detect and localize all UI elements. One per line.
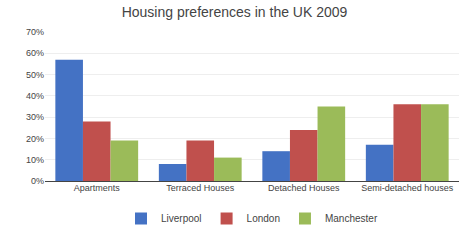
- svg-text:Housing preferences in the UK: Housing preferences in the UK 2009: [122, 4, 348, 20]
- svg-text:Apartments: Apartments: [74, 183, 121, 193]
- svg-text:70%: 70%: [26, 27, 44, 37]
- svg-text:Detached Houses: Detached Houses: [268, 183, 340, 193]
- svg-text:Semi-detached houses: Semi-detached houses: [361, 183, 454, 193]
- svg-text:50%: 50%: [26, 70, 44, 80]
- svg-text:30%: 30%: [26, 112, 44, 122]
- svg-text:0%: 0%: [31, 176, 44, 186]
- svg-text:20%: 20%: [26, 134, 44, 144]
- svg-text:London: London: [247, 213, 280, 224]
- svg-text:60%: 60%: [26, 48, 44, 58]
- svg-text:Terraced Houses: Terraced Houses: [166, 183, 235, 193]
- svg-text:Liverpool: Liverpool: [161, 213, 202, 224]
- svg-text:40%: 40%: [26, 91, 44, 101]
- svg-text:Manchester: Manchester: [325, 213, 378, 224]
- svg-text:10%: 10%: [26, 155, 44, 165]
